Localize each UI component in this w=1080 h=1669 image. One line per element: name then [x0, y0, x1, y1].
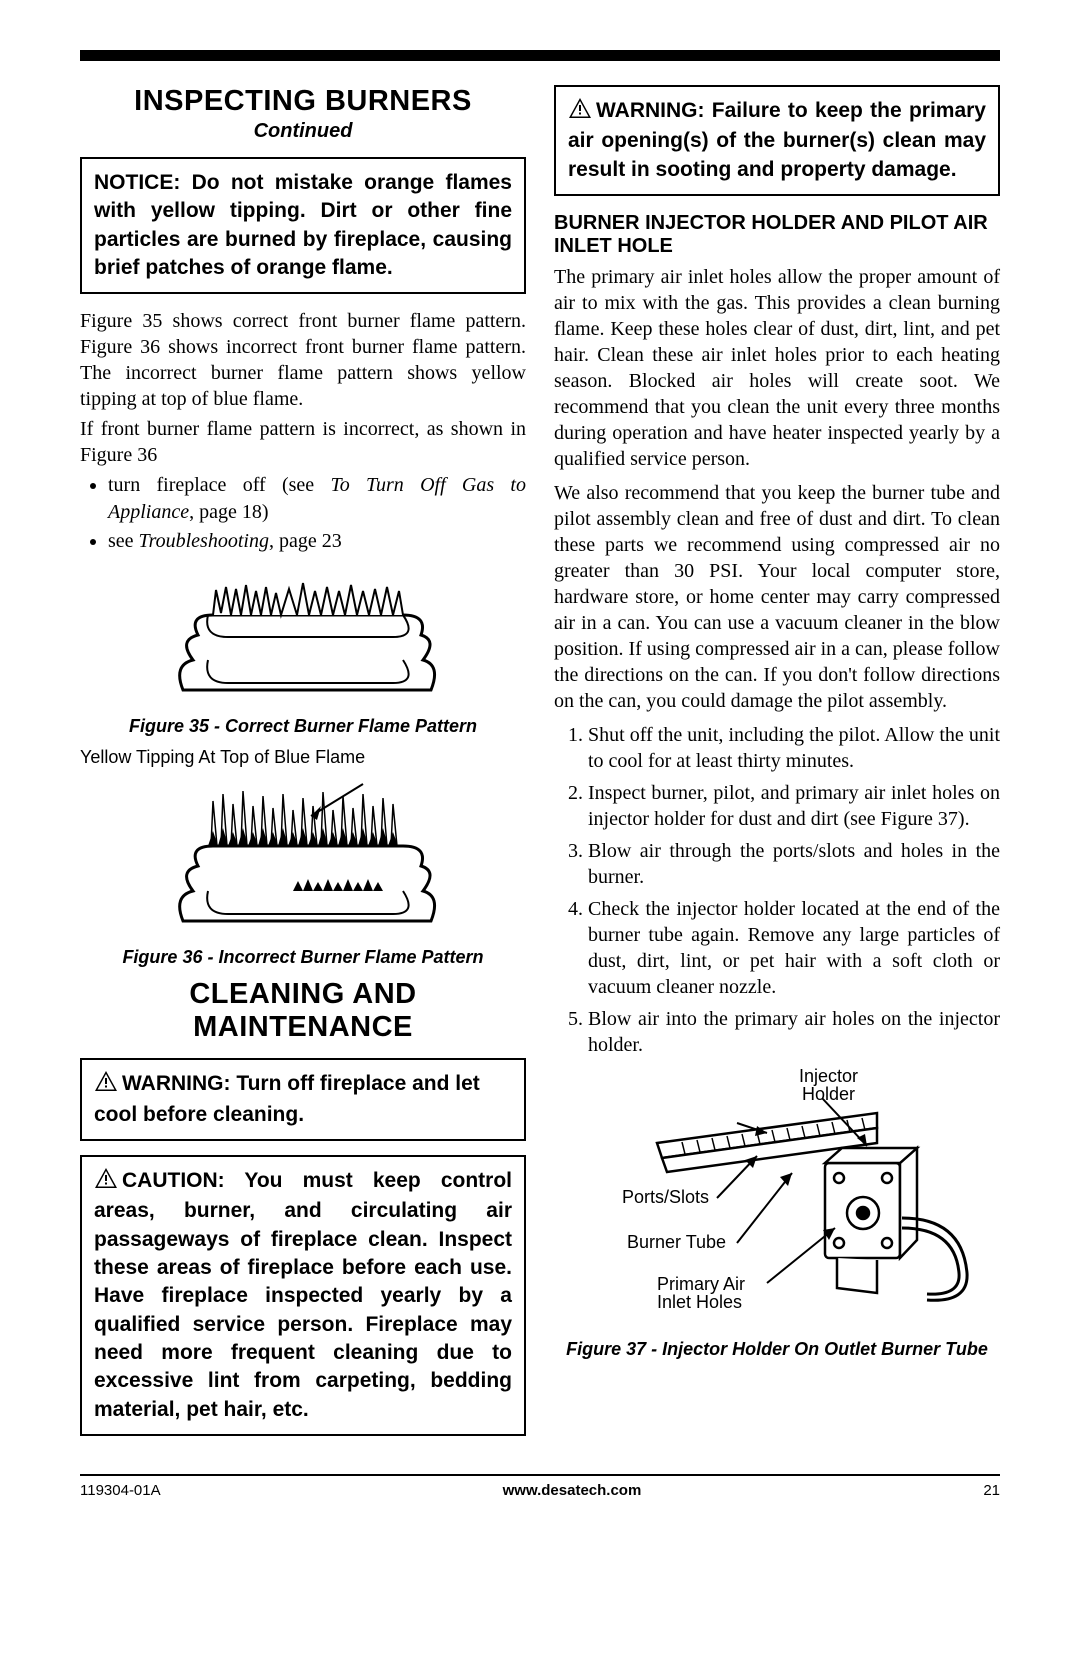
bullet-item: see Troubleshooting, page 23: [108, 528, 526, 555]
top-rule: [80, 50, 1000, 61]
label-holder: Holder: [802, 1084, 855, 1104]
warning-box-turnoff: WARNING: Turn off fireplace and let cool…: [80, 1058, 526, 1141]
two-column-layout: INSPECTING BURNERS Continued NOTICE: Do …: [80, 85, 1000, 1450]
label-primary-air-1: Primary Air: [657, 1274, 745, 1294]
step-item: Shut off the unit, including the pilot. …: [588, 722, 1000, 774]
flame-correct-svg: [153, 565, 453, 705]
subheading-injector: BURNER INJECTOR HOLDER AND PILOT AIR INL…: [554, 212, 1000, 258]
para-compressed-air: We also recommend that you keep the burn…: [554, 480, 1000, 714]
step-item: Blow air through the ports/slots and hol…: [588, 838, 1000, 890]
continued-label: Continued: [80, 120, 526, 143]
yellow-tipping-label: Yellow Tipping At Top of Blue Flame: [80, 747, 526, 768]
label-primary-air-2: Inlet Holes: [657, 1292, 742, 1312]
label-burner-tube: Burner Tube: [627, 1232, 726, 1252]
bullet-suffix: , page 23: [269, 530, 342, 552]
bullet-text: turn fireplace off (see: [108, 474, 330, 496]
flame-incorrect-svg: [153, 776, 453, 936]
warning-icon: [94, 1167, 118, 1197]
section-title-inspecting: INSPECTING BURNERS: [80, 85, 526, 118]
bullet-list: turn fireplace off (see To Turn Off Gas …: [80, 472, 526, 555]
footer-url: www.desatech.com: [503, 1482, 642, 1499]
section-title-cleaning: CLEANING AND MAINTENANCE: [80, 978, 526, 1044]
bullet-suffix: , page 18): [189, 501, 268, 523]
page-footer: 119304-01A www.desatech.com 21: [80, 1474, 1000, 1499]
figure-37: Injector Holder Ports/Slots Burner Tube …: [554, 1068, 1000, 1333]
page: INSPECTING BURNERS Continued NOTICE: Do …: [0, 0, 1080, 1529]
label-ports-slots: Ports/Slots: [622, 1187, 709, 1207]
para-fig35-36: Figure 35 shows correct front burner fla…: [80, 308, 526, 412]
fig35-caption: Figure 35 - Correct Burner Flame Pattern: [80, 716, 526, 737]
step-item: Blow air into the primary air holes on t…: [588, 1006, 1000, 1058]
para-inlet-holes: The primary air inlet holes allow the pr…: [554, 264, 1000, 472]
warning-icon: [94, 1070, 118, 1100]
notice-text: NOTICE: Do not mistake orange flames wit…: [94, 171, 512, 279]
right-column: WARNING: Failure to keep the primary air…: [554, 85, 1000, 1450]
step-item: Check the injector holder located at the…: [588, 896, 1000, 1000]
fig36-caption: Figure 36 - Incorrect Burner Flame Patte…: [80, 947, 526, 968]
injector-holder-svg: Injector Holder Ports/Slots Burner Tube …: [567, 1068, 987, 1328]
steps-list: Shut off the unit, including the pilot. …: [554, 722, 1000, 1058]
caution-text: CAUTION: You must keep control areas, bu…: [94, 1169, 512, 1421]
warning-box-primary-air: WARNING: Failure to keep the primary air…: [554, 85, 1000, 196]
figure-35: [80, 565, 526, 710]
bullet-item: turn fireplace off (see To Turn Off Gas …: [108, 472, 526, 526]
warning-text: WARNING: Turn off fireplace and let cool…: [94, 1072, 480, 1125]
step-item: Inspect burner, pilot, and primary air i…: [588, 780, 1000, 832]
bullet-ital: Troubleshooting: [139, 530, 269, 552]
footer-page-number: 21: [983, 1482, 1000, 1499]
warning-text: WARNING: Failure to keep the primary air…: [568, 99, 986, 181]
left-column: INSPECTING BURNERS Continued NOTICE: Do …: [80, 85, 526, 1450]
para-incorrect: If front burner flame pattern is incorre…: [80, 416, 526, 468]
warning-icon: [568, 97, 592, 127]
caution-box: CAUTION: You must keep control areas, bu…: [80, 1155, 526, 1436]
footer-doc-number: 119304-01A: [80, 1482, 161, 1499]
fig37-caption: Figure 37 - Injector Holder On Outlet Bu…: [554, 1339, 1000, 1360]
bullet-text: see: [108, 530, 139, 552]
notice-box: NOTICE: Do not mistake orange flames wit…: [80, 157, 526, 294]
figure-36: [80, 776, 526, 941]
